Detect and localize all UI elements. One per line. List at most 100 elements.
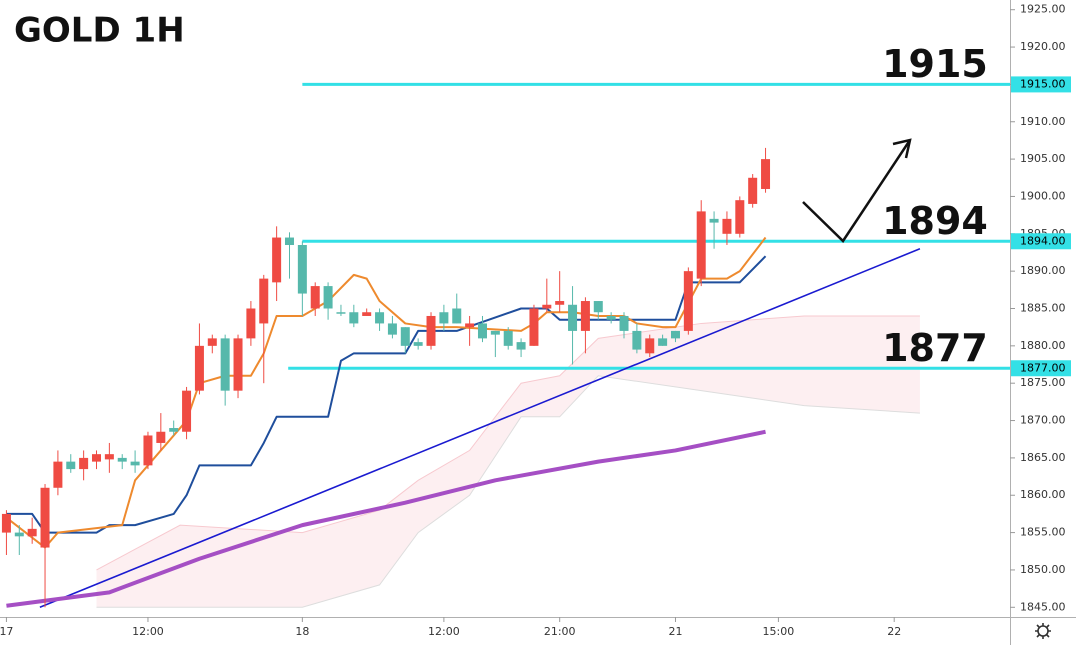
candle-body (696, 211, 706, 279)
candle-body (709, 218, 719, 223)
candle-body (233, 338, 243, 391)
candle-body (516, 342, 526, 350)
y-tick-label: 1865.00 (1020, 451, 1066, 464)
candle-body (284, 237, 294, 246)
candle-body (117, 457, 127, 462)
settings-icon[interactable] (1035, 623, 1051, 639)
trendline (39, 248, 921, 609)
candle-body (310, 286, 320, 309)
candle-body (761, 159, 771, 189)
y-tick-label: 1890.00 (1020, 264, 1066, 277)
candle-body (465, 323, 475, 328)
candle-body (477, 323, 487, 339)
y-tick-label: 1850.00 (1020, 563, 1066, 576)
level-label: 1877 (882, 326, 988, 370)
gear-teeth[interactable] (1035, 623, 1051, 639)
candle-body (349, 312, 359, 324)
candle-body (400, 327, 410, 346)
candle-body (490, 330, 500, 335)
y-tick-label: 1845.00 (1020, 600, 1066, 613)
candle-body (246, 308, 256, 339)
ichimoku-cloud (96, 315, 920, 608)
candle-body (169, 428, 179, 432)
level-tag: 1915.00 (1020, 77, 1066, 90)
chart-title: GOLD 1H (14, 11, 185, 51)
candle-body (722, 218, 732, 234)
candle-body (362, 312, 372, 316)
indicator-line (5, 236, 767, 549)
candle-body (323, 286, 333, 309)
candle-body (53, 461, 63, 488)
candle-body (387, 323, 397, 335)
level-tag: 1877.00 (1020, 361, 1066, 374)
level-tag-box (1011, 76, 1071, 93)
level-tag-box (1011, 233, 1071, 250)
level-label: 1894 (882, 199, 988, 243)
y-tick-label: 1870.00 (1020, 414, 1066, 427)
x-tick-label: 15:00 (763, 625, 795, 638)
candle-body (130, 461, 140, 466)
x-tick-label: 12:00 (132, 625, 164, 638)
candle-body (79, 457, 89, 470)
candle-body (259, 278, 269, 324)
level-tag: 1894.00 (1020, 234, 1066, 247)
projection-arrow (802, 139, 912, 243)
candle-body (593, 301, 603, 313)
candle-body (66, 461, 76, 470)
level-tag-box (1011, 360, 1071, 377)
candle-body (413, 342, 423, 346)
candle-body (645, 338, 655, 354)
candle-body (542, 304, 552, 309)
candle-body (375, 312, 385, 324)
y-tick-label: 1855.00 (1020, 526, 1066, 539)
y-tick-label: 1860.00 (1020, 488, 1066, 501)
candle-body (272, 237, 282, 283)
candle-body (683, 271, 693, 331)
candle-body (529, 308, 539, 346)
candle-body (297, 245, 307, 294)
y-tick-label: 1885.00 (1020, 302, 1066, 315)
candle-body (194, 345, 204, 391)
candle-body (658, 338, 668, 346)
arrow-head (892, 138, 912, 159)
indicator-line (6, 429, 766, 608)
candle-body (439, 312, 449, 324)
candle-body (207, 338, 217, 346)
candle-body (143, 435, 153, 466)
candle-body (670, 330, 680, 339)
y-tick-label: 1905.00 (1020, 152, 1066, 165)
candle-body (426, 315, 436, 346)
x-tick-label: 12:00 (428, 625, 460, 638)
x-tick-label: 21:00 (544, 625, 576, 638)
candle-body (336, 312, 346, 314)
candle-body (568, 304, 578, 331)
x-tick-label: 22 (887, 625, 901, 638)
y-tick-label: 1920.00 (1020, 40, 1066, 53)
candle-body (452, 308, 462, 324)
candle-body (182, 390, 192, 432)
candle-body (14, 532, 24, 537)
candle-body (220, 338, 230, 391)
candle-body (632, 330, 642, 350)
y-tick-label: 1910.00 (1020, 115, 1066, 128)
y-tick-label: 1875.00 (1020, 376, 1066, 389)
candle-body (91, 454, 101, 462)
candle-body (1, 513, 11, 533)
candle-body (27, 528, 37, 537)
candle-body (104, 454, 114, 460)
x-tick-label: 21 (668, 625, 682, 638)
y-tick-label: 1900.00 (1020, 189, 1066, 202)
candle-body (40, 487, 50, 548)
candle-body (580, 301, 590, 331)
y-tick-label: 1925.00 (1020, 3, 1066, 16)
candle-body (156, 431, 166, 443)
candle-body (606, 315, 616, 320)
candle-body (503, 330, 513, 346)
y-tick-label: 1880.00 (1020, 339, 1066, 352)
x-tick-label: 17 (0, 625, 13, 638)
candle-body (619, 315, 629, 331)
level-label: 1915 (882, 42, 988, 86)
candle-body (555, 301, 565, 305)
